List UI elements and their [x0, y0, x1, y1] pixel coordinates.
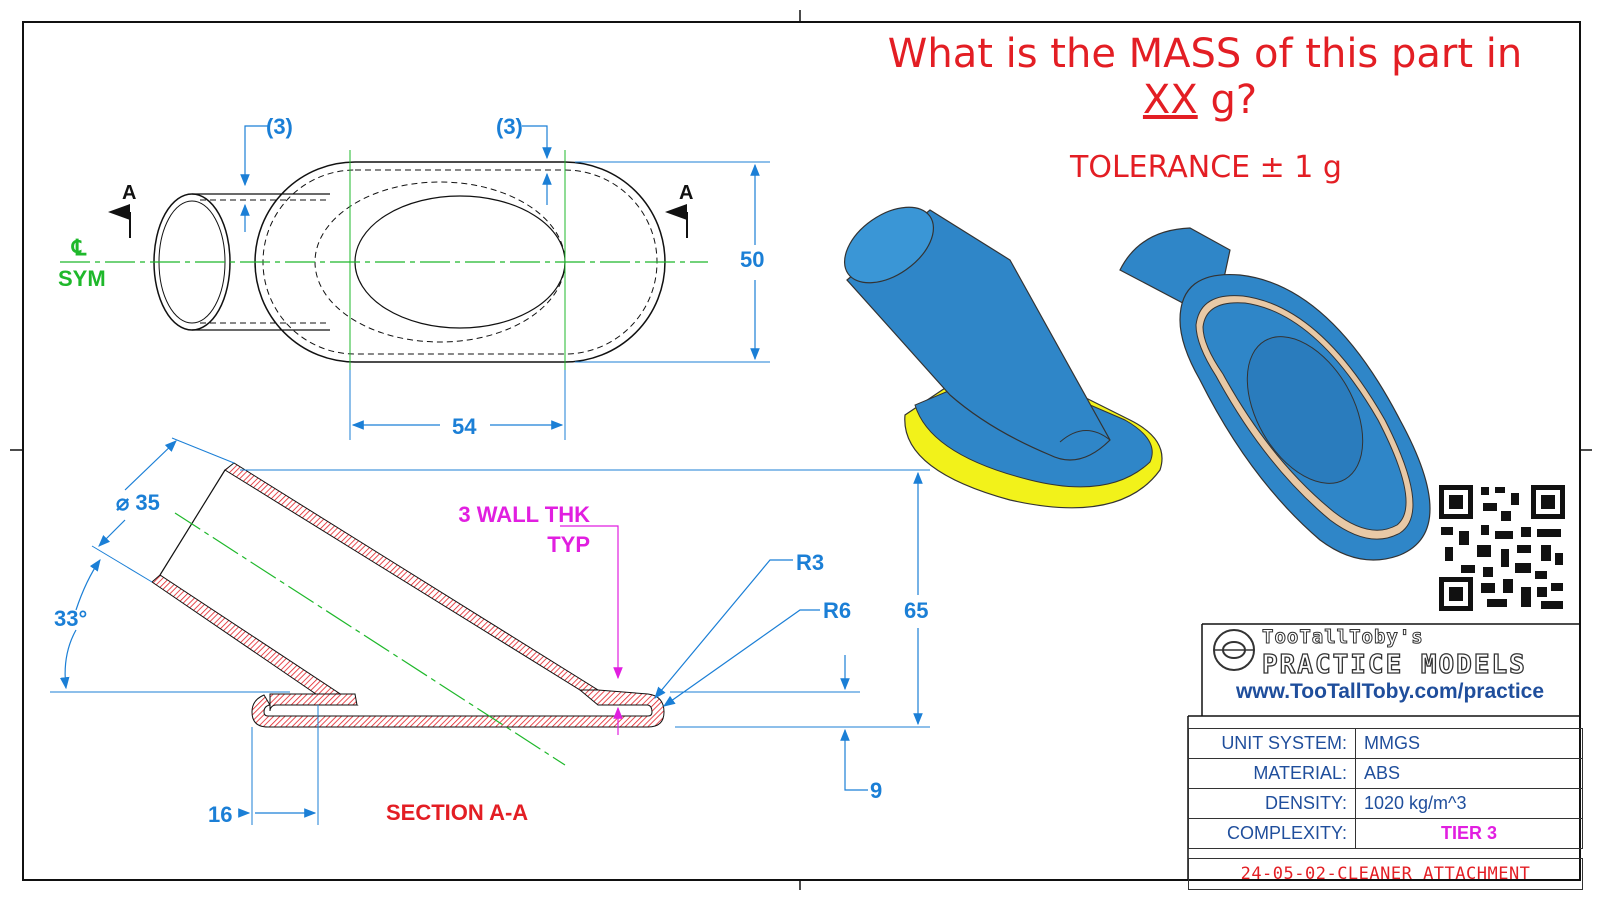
spec-table: UNIT SYSTEM: MMGS MATERIAL: ABS DENSITY:…: [1188, 728, 1583, 849]
spec-row: MATERIAL: ABS: [1188, 758, 1583, 789]
spec-label: MATERIAL:: [1188, 758, 1356, 789]
dim-diameter-35: ⌀ 35: [116, 490, 160, 515]
section-title: SECTION A-A: [386, 800, 529, 825]
tolerance-label: TOLERANCE ± 1 g: [1070, 150, 1342, 185]
spec-label: DENSITY:: [1188, 788, 1356, 819]
dim-height-65: 65: [904, 598, 929, 623]
wall-thickness-note: 3 WALL THK: [458, 502, 590, 527]
spec-row: COMPLEXITY: TIER 3: [1188, 818, 1583, 849]
complexity-tier: TIER 3: [1355, 818, 1583, 849]
section-view: [50, 437, 930, 825]
dim-wall-left: (3): [266, 114, 293, 139]
brand-url: www.TooTallToby.com/practice: [1235, 680, 1545, 703]
centerline-symbol: ℄: [72, 235, 87, 260]
wall-thickness-typ: TYP: [547, 532, 590, 557]
sheet-border: [22, 21, 1581, 881]
dim-r6: R6: [823, 598, 852, 623]
iso-view-left: [843, 206, 1163, 509]
brand-name: TooTallToby's: [1262, 626, 1424, 649]
spec-row: UNIT SYSTEM: MMGS: [1188, 728, 1583, 759]
dim-r3: R3: [796, 550, 825, 575]
question-line-2: XX g?: [1100, 78, 1300, 122]
dim-base-9: 9: [870, 778, 883, 803]
dim-wall-right: (3): [496, 114, 523, 139]
symmetry-label: SYM: [58, 266, 106, 291]
dim-offset-16: 16: [208, 802, 233, 827]
spec-row: DENSITY: 1020 kg/m^3: [1188, 788, 1583, 819]
top-view: [60, 125, 770, 440]
section-marker-left: A: [122, 182, 137, 204]
mass-unit: g?: [1197, 77, 1258, 123]
qr-code: [1437, 483, 1567, 613]
spec-value: 1020 kg/m^3: [1355, 788, 1583, 819]
section-marker-right: A: [679, 182, 694, 204]
dim-width-54: 54: [452, 414, 477, 439]
part-name: 24-05-02-CLEANER ATTACHMENT: [1188, 858, 1583, 890]
question-line-1: What is the MASS of this part in: [887, 31, 1523, 77]
brand-logo: [1213, 629, 1255, 671]
spec-label: COMPLEXITY:: [1188, 818, 1356, 849]
dim-angle-33: 33°: [54, 606, 88, 631]
iso-view-right: [1119, 227, 1431, 561]
mass-placeholder: XX: [1142, 77, 1198, 123]
spec-value: ABS: [1355, 758, 1583, 789]
spec-value: MMGS: [1355, 728, 1583, 759]
spec-label: UNIT SYSTEM:: [1188, 728, 1356, 759]
dim-height-50: 50: [740, 247, 765, 272]
brand-subtitle: PRACTICE MODELS: [1261, 649, 1527, 680]
